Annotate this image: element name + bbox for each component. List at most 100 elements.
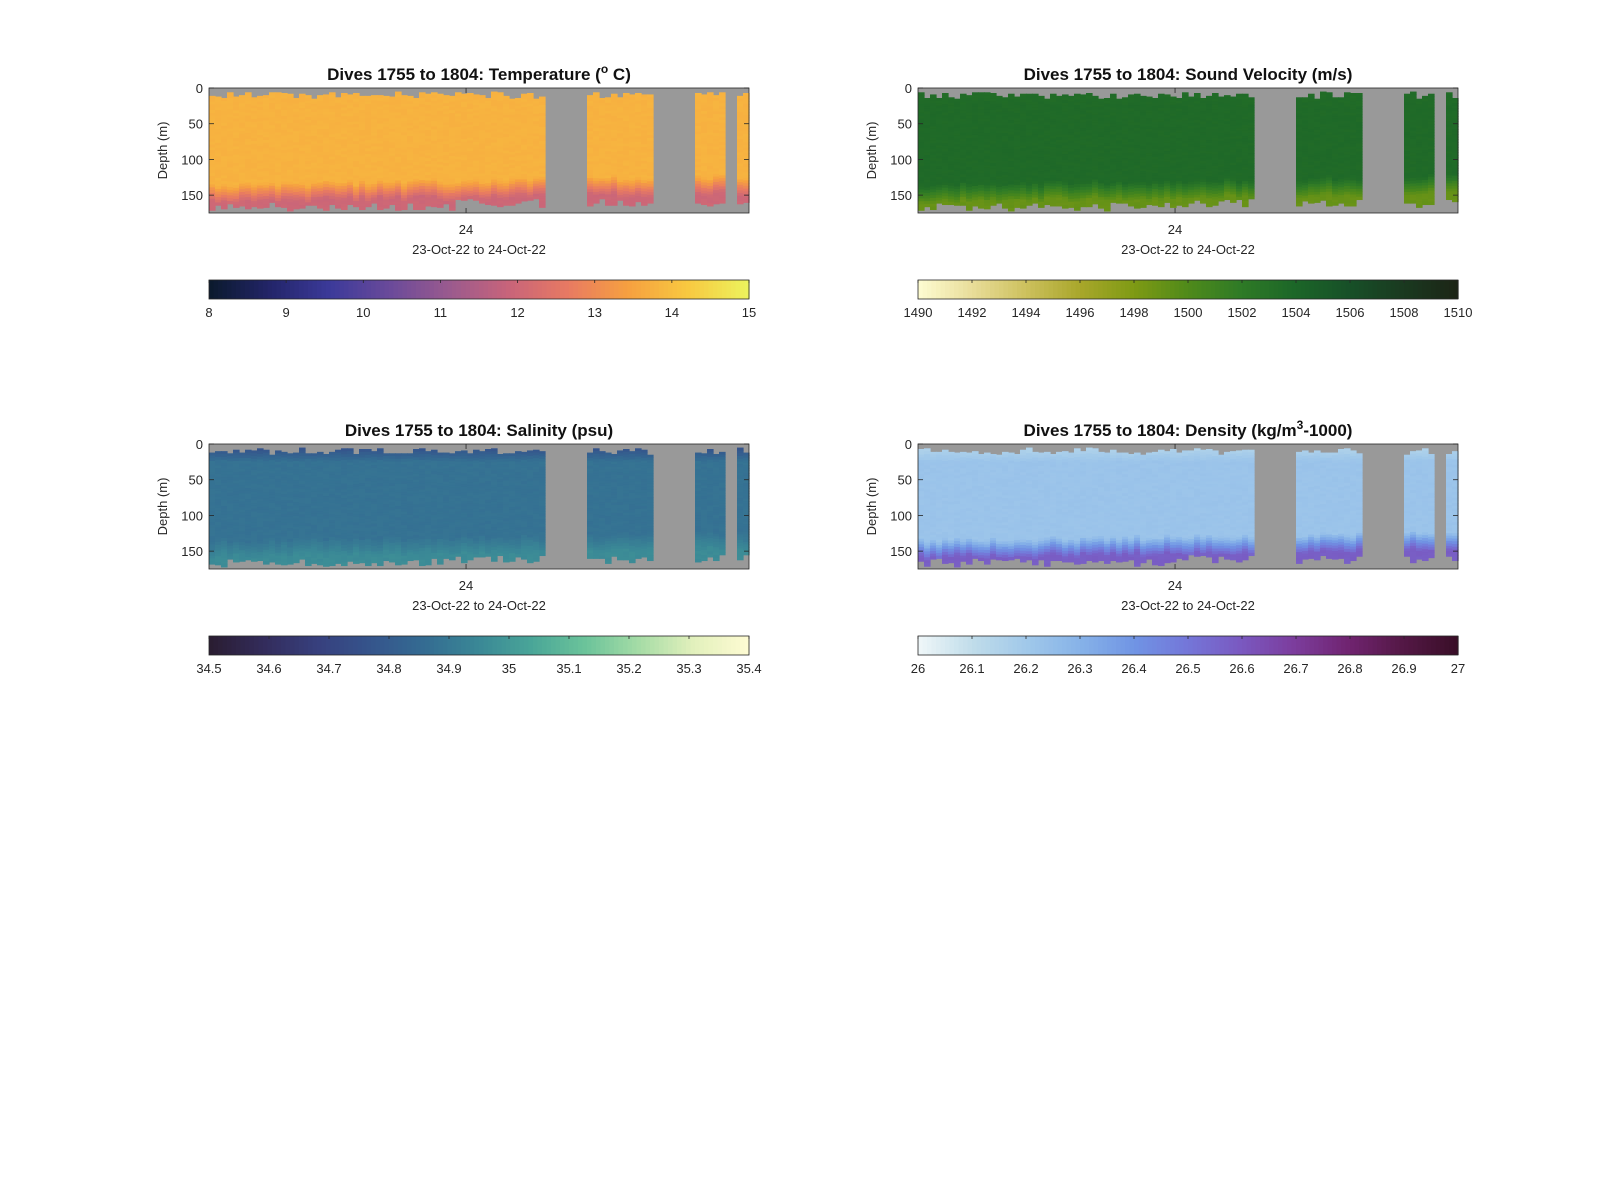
heatmap-cell (599, 120, 606, 124)
heatmap-cell (317, 165, 324, 170)
colorbar-segment (222, 280, 228, 299)
heatmap-cell (587, 178, 594, 182)
heatmap-cell (455, 94, 462, 99)
heatmap-cell (455, 111, 462, 115)
heatmap-cell (407, 186, 414, 191)
heatmap-cell (299, 122, 306, 126)
heatmap-cell (521, 155, 528, 159)
heatmap-cell (491, 156, 498, 161)
heatmap-cell (617, 133, 624, 137)
heatmap-cell (401, 155, 408, 159)
heatmap-cell (599, 168, 606, 172)
colorbar-segment (218, 280, 224, 299)
heatmap-cell (389, 128, 396, 133)
colorbar-segment (353, 280, 359, 299)
heatmap-cell (395, 207, 402, 211)
colorbar-segment (708, 280, 714, 299)
heatmap-cell (251, 190, 258, 194)
heatmap-cell (335, 180, 342, 184)
heatmap-cell (599, 165, 606, 170)
heatmap-cell (413, 156, 420, 160)
heatmap-cell (383, 157, 390, 161)
colorbar-segment (690, 280, 696, 299)
heatmap-cell (497, 146, 504, 151)
heatmap-cell (533, 166, 540, 170)
colorbar-segment (407, 280, 413, 299)
heatmap-cell (371, 122, 378, 126)
heatmap-cell (401, 166, 408, 171)
heatmap-cell (473, 94, 480, 98)
heatmap-cell (377, 138, 384, 142)
heatmap-cell (245, 115, 252, 120)
heatmap-cell (449, 135, 456, 140)
heatmap-cell (287, 108, 294, 112)
colorbar-segment (240, 280, 246, 299)
heatmap-cell (401, 175, 408, 179)
heatmap-cell (389, 112, 396, 117)
heatmap-cell (461, 149, 468, 153)
heatmap-cell (425, 163, 432, 168)
heatmap-cell (491, 151, 498, 155)
heatmap-cell (395, 177, 402, 182)
heatmap-cell (263, 131, 270, 135)
heatmap-cell (269, 122, 276, 126)
heatmap-cell (425, 186, 432, 190)
heatmap-cell (497, 198, 504, 202)
heatmap-cell (491, 97, 498, 101)
heatmap-cell (371, 189, 378, 193)
heatmap-cell (485, 172, 492, 176)
heatmap-cell (377, 192, 384, 196)
heatmap-cell (323, 117, 330, 122)
heatmap-cell (269, 177, 276, 181)
heatmap-cell (383, 171, 390, 175)
heatmap-cell (239, 100, 246, 105)
heatmap-cell (533, 141, 540, 145)
heatmap-cell (503, 125, 510, 130)
heatmap-cell (317, 140, 324, 144)
heatmap-cell (407, 194, 414, 199)
heatmap-cell (623, 160, 630, 164)
heatmap-cell (323, 134, 330, 139)
heatmap-cell (449, 167, 456, 171)
heatmap-cell (395, 91, 402, 96)
heatmap-cell (437, 184, 444, 189)
heatmap-cell (317, 123, 324, 127)
heatmap-cell (329, 120, 336, 124)
heatmap-cell (389, 155, 396, 160)
heatmap-cell (281, 121, 288, 126)
heatmap-cell (329, 193, 336, 197)
colorbar-segment (470, 280, 476, 299)
heatmap-cell (437, 170, 444, 174)
heatmap-cell (233, 204, 240, 208)
heatmap-cell (239, 144, 246, 149)
heatmap-cell (485, 137, 492, 142)
heatmap-cell (389, 177, 396, 181)
heatmap-cell (443, 176, 450, 180)
heatmap-cell (611, 118, 618, 123)
heatmap-cell (299, 133, 306, 138)
colorbar-segment (443, 280, 449, 299)
heatmap-cell (413, 106, 420, 110)
heatmap-cell (305, 177, 312, 181)
heatmap-cell (311, 120, 318, 124)
heatmap-cell (227, 150, 234, 155)
heatmap-cell (215, 110, 222, 114)
heatmap-cell (389, 188, 396, 192)
heatmap-cell (395, 127, 402, 131)
heatmap-cell (257, 143, 264, 147)
heatmap-cell (245, 106, 252, 111)
heatmap-cell (329, 156, 336, 161)
heatmap-cell (617, 141, 624, 145)
heatmap-cell (1134, 205, 1141, 209)
heatmap-cell (443, 160, 450, 164)
heatmap-cell (407, 146, 414, 151)
heatmap-cell (263, 128, 270, 133)
colorbar-segment (569, 280, 575, 299)
heatmap-cell (401, 198, 408, 202)
heatmap-cell (587, 147, 594, 152)
heatmap-cell (593, 183, 600, 187)
heatmap-cell (215, 159, 222, 163)
heatmap-cell (413, 195, 420, 199)
heatmap-cell (491, 176, 498, 181)
heatmap-cell (215, 167, 222, 171)
